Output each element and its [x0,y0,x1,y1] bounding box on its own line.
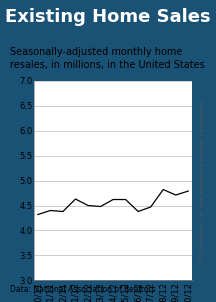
Text: ©ChartForce  Do not reproduce without permission.: ©ChartForce Do not reproduce without per… [199,98,205,263]
Text: Data: National Association of Realtors: Data: National Association of Realtors [10,285,155,294]
Text: Seasonally-adjusted monthly home
resales, in millions, in the United States: Seasonally-adjusted monthly home resales… [10,47,204,70]
Text: Existing Home Sales: Existing Home Sales [5,8,211,26]
